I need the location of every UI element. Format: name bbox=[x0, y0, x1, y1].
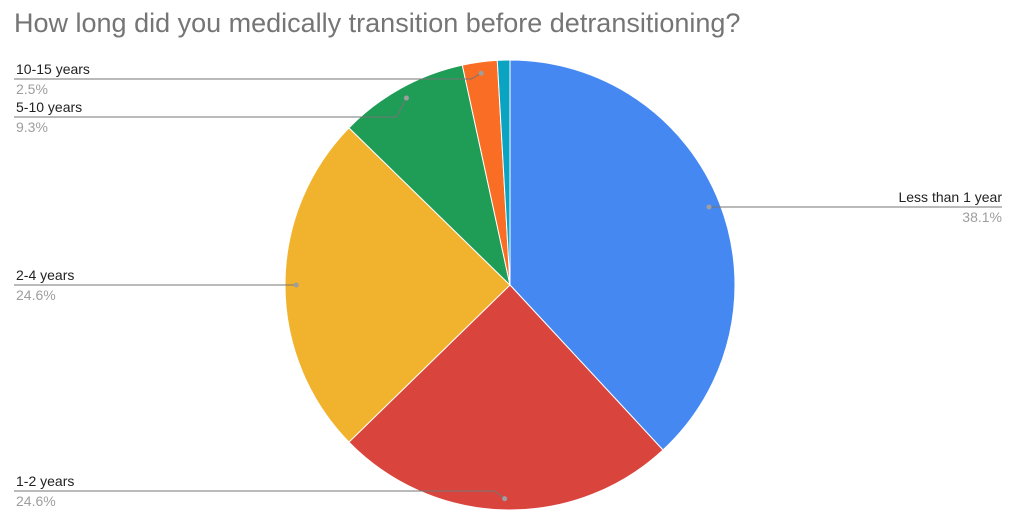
slice-value-label: 38.1% bbox=[962, 209, 1002, 225]
slice-label: 5-10 years bbox=[16, 99, 82, 115]
pie-slices bbox=[284, 59, 736, 511]
leader-dot bbox=[403, 95, 409, 101]
leader-dot bbox=[478, 70, 484, 76]
slice-label-group: Less than 1 year 38.1% bbox=[706, 189, 1002, 225]
pie-slice-4 bbox=[348, 64, 511, 287]
leader-line bbox=[14, 490, 505, 500]
leader-line bbox=[14, 97, 407, 118]
slice-label: 10-15 years bbox=[16, 61, 90, 77]
slice-label-group: 10-15 years 2.5% bbox=[14, 61, 484, 97]
leader-line bbox=[14, 72, 482, 80]
slice-label-group: 1-2 years 24.6% bbox=[14, 473, 508, 509]
slice-label: Less than 1 year bbox=[898, 189, 1002, 205]
pie-slice-2 bbox=[348, 284, 664, 511]
slice-label-group: 2-4 years 24.6% bbox=[14, 267, 299, 303]
slice-value-label: 2.5% bbox=[16, 81, 48, 97]
slice-value-label: 24.6% bbox=[16, 287, 56, 303]
slice-value-label: 24.6% bbox=[16, 493, 56, 509]
slice-label: 2-4 years bbox=[16, 267, 74, 283]
pie-slice-1 bbox=[509, 59, 736, 451]
slice-value-label: 9.3% bbox=[16, 119, 48, 135]
leader-dot bbox=[706, 204, 712, 210]
chart-title: How long did you medically transition be… bbox=[14, 8, 741, 38]
leader-dot bbox=[502, 496, 508, 502]
pie-slice-6 bbox=[496, 59, 511, 286]
slice-label-group: 5-10 years 9.3% bbox=[14, 95, 409, 135]
leader-dot bbox=[293, 282, 299, 288]
slice-label: 1-2 years bbox=[16, 473, 74, 489]
